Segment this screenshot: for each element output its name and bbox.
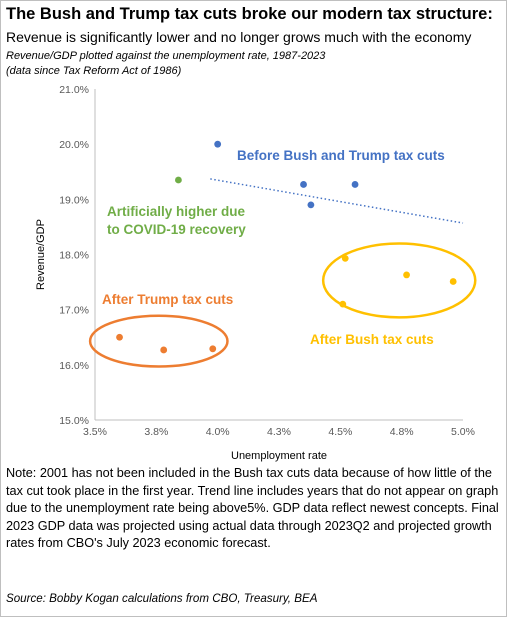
annotation-after-trump: After Trump tax cuts	[102, 292, 233, 307]
y-tick-label: 15.0%	[59, 415, 89, 427]
chart-axes	[94, 89, 463, 421]
annotation-after-bush: After Bush tax cuts	[310, 332, 434, 347]
y-tick-label: 19.0%	[59, 194, 89, 206]
annotation-before-bush-trump: Before Bush and Trump tax cuts	[237, 148, 445, 163]
x-tick-label: 3.8%	[144, 426, 168, 438]
data-point	[116, 333, 123, 341]
data-point	[300, 181, 307, 188]
data-point	[175, 176, 182, 184]
data-point	[214, 140, 222, 148]
y-axis-label: Revenue/GDP	[35, 219, 47, 290]
group-ellipse	[88, 314, 229, 368]
x-tick-label: 4.0%	[206, 426, 230, 438]
annotations: Before Bush and Trump tax cuts Artificia…	[102, 148, 445, 347]
annotation-covid-line1: Artificially higher due	[107, 204, 246, 219]
annotation-covid-line2: to COVID-19 recovery	[107, 222, 246, 237]
group-ellipse	[321, 242, 477, 319]
data-point	[403, 271, 410, 279]
chart-title: The Bush and Trump tax cuts broke our mo…	[6, 5, 493, 23]
x-tick-labels: 3.5% 3.8% 4.0% 4.3% 4.5% 4.8% 5.0%	[83, 426, 475, 438]
y-tick-label: 16.0%	[59, 360, 89, 372]
data-point	[339, 300, 347, 308]
data-points	[116, 140, 457, 354]
group-ellipses	[88, 242, 477, 368]
data-point	[351, 181, 359, 188]
y-tick-label: 20.0%	[59, 139, 89, 151]
x-tick-label: 5.0%	[451, 426, 475, 438]
chart-description: Revenue/GDP plotted against the unemploy…	[6, 50, 326, 62]
source-line: Source: Bobby Kogan calculations from CB…	[6, 592, 318, 605]
data-point	[341, 254, 349, 262]
y-tick-labels: 15.0% 16.0% 17.0% 18.0% 19.0% 20.0% 21.0%	[59, 84, 89, 427]
x-axis-label: Unemployment rate	[231, 450, 327, 462]
x-tick-label: 3.5%	[83, 426, 107, 438]
chart-description-note: (data since Tax Reform Act of 1986)	[6, 65, 182, 77]
x-tick-label: 4.3%	[267, 426, 291, 438]
scatter-chart: 3.5% 3.8% 4.0% 4.3% 4.5% 4.8% 5.0% 15.0%16.0%1…	[35, 84, 477, 462]
footnote: Note: 2001 has not been included in the …	[6, 466, 499, 551]
data-point	[209, 345, 217, 353]
data-point	[449, 278, 457, 285]
y-tick-label: 21.0%	[59, 84, 89, 96]
x-tick-label: 4.8%	[390, 426, 414, 438]
y-tick-label: 17.0%	[59, 305, 89, 317]
y-tick-label: 18.0%	[59, 250, 89, 262]
x-tick-label: 4.5%	[328, 426, 352, 438]
trend-line	[210, 178, 464, 224]
chart-subtitle: Revenue is significantly lower and no lo…	[6, 29, 472, 45]
data-point	[160, 346, 168, 354]
data-point	[307, 201, 315, 209]
